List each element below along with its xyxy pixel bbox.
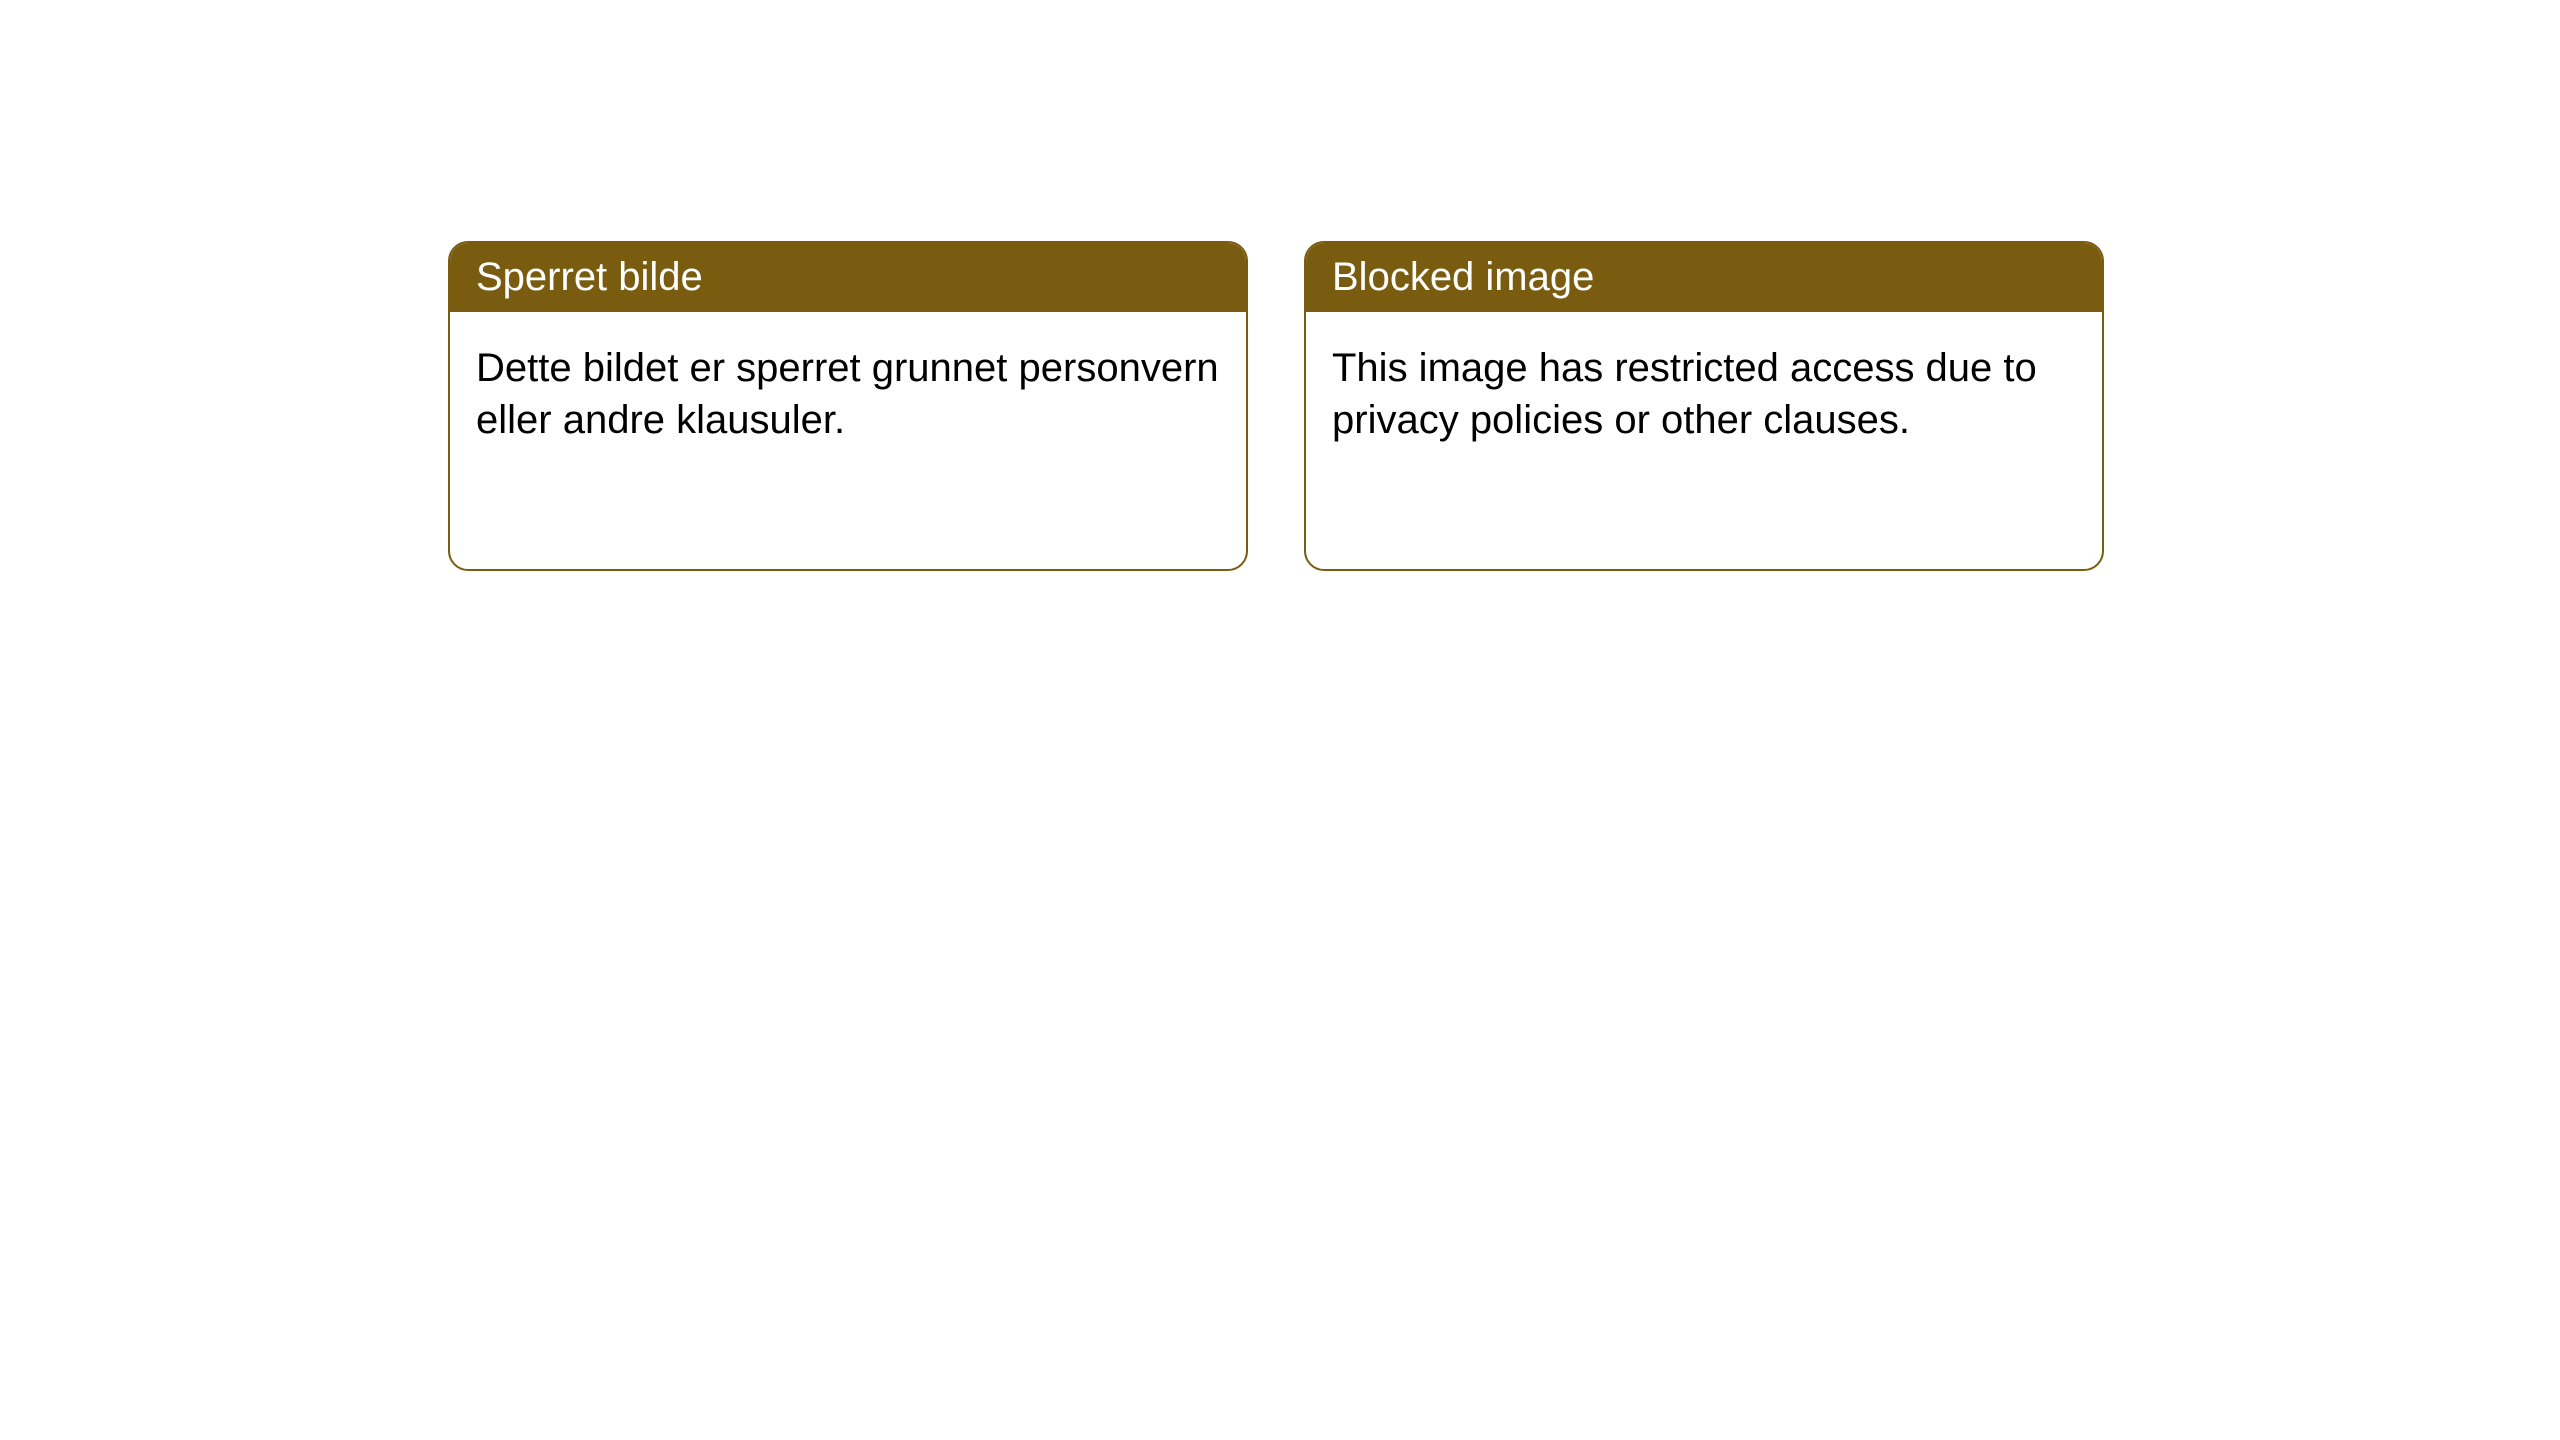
card-header-english: Blocked image (1306, 243, 2102, 312)
cards-container: Sperret bilde Dette bildet er sperret gr… (448, 241, 2104, 571)
card-header-norwegian: Sperret bilde (450, 243, 1246, 312)
card-english: Blocked image This image has restricted … (1304, 241, 2104, 571)
card-norwegian: Sperret bilde Dette bildet er sperret gr… (448, 241, 1248, 571)
card-body-english: This image has restricted access due to … (1306, 312, 2102, 476)
card-body-norwegian: Dette bildet er sperret grunnet personve… (450, 312, 1246, 476)
